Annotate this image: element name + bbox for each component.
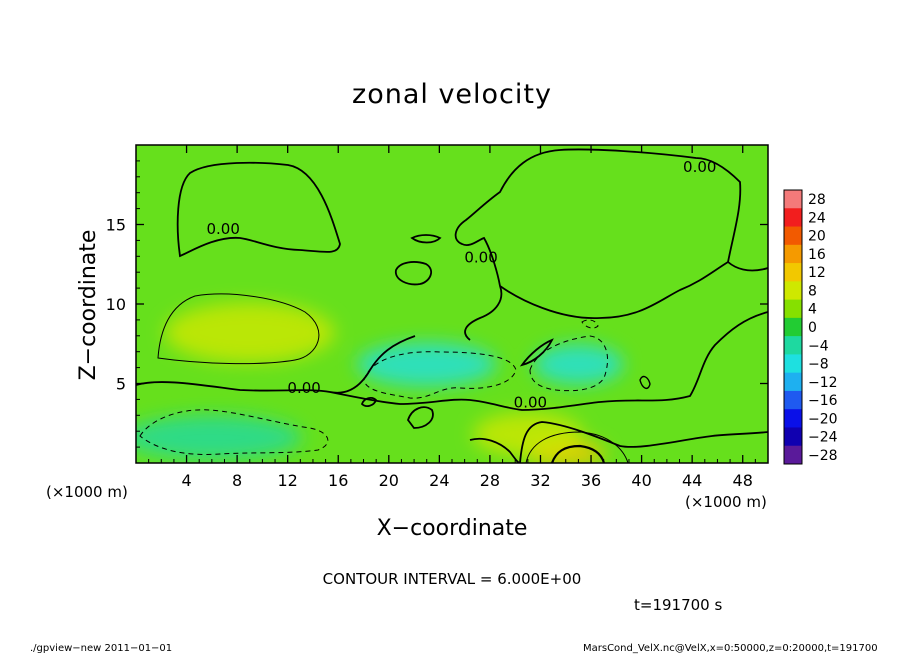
contour-label-0: 0.00: [207, 220, 240, 238]
x-tick-label: 40: [631, 471, 651, 490]
y-tick-label: 15: [106, 216, 126, 235]
source-info: MarsCond_VelX.nc@VelX,x=0:50000,z=0:2000…: [583, 643, 878, 654]
field-negative-bottomleft: [136, 415, 302, 460]
colorbar-label: 16: [808, 247, 826, 263]
colorbar-swatch: [784, 263, 802, 282]
y-axis-label: Z−coordinate: [76, 230, 101, 381]
colorbar-label: 8: [808, 283, 817, 299]
contour-zero-island-1: [395, 261, 433, 286]
x-axis-label: X−coordinate: [377, 516, 528, 541]
colorbar-swatch: [784, 336, 802, 355]
contour-zero-topleft: [176, 161, 341, 258]
contour-zero-upperright: [454, 148, 768, 341]
x-tick-label: 28: [480, 471, 500, 490]
colorbar-swatch: [784, 372, 802, 392]
contour-zero-midleft: [136, 311, 768, 411]
colorbar-label: −4: [808, 338, 829, 354]
colorbar-label: 28: [808, 192, 826, 208]
contour-label-4: 0.00: [514, 393, 547, 411]
colorbar-label: −12: [808, 375, 838, 391]
contour-zero-island-5: [406, 406, 434, 429]
colorbar-swatch: [784, 445, 802, 465]
contour-label-2: 0.00: [464, 249, 497, 267]
x-axis-unit-right: (×1000 m): [685, 493, 767, 511]
contour-neg-bottomleft: [139, 409, 329, 455]
x-tick-label: 20: [379, 471, 399, 490]
contour-pos-bottom: [550, 444, 606, 463]
field-positive-west: [164, 302, 335, 363]
contour-neg-midleft: [363, 351, 517, 399]
colorbar-label: −16: [808, 393, 838, 409]
colorbar-label: −24: [808, 430, 838, 446]
x-tick-label: 8: [232, 471, 242, 490]
contour-zero-small-right: [639, 375, 651, 390]
colorbar-swatch: [784, 208, 802, 228]
y-tick-label: 5: [116, 375, 126, 394]
contour-zero-island-3: [519, 338, 554, 367]
y-tick-label: 10: [106, 295, 126, 314]
colorbar-label: 20: [808, 229, 826, 245]
x-tick-label: 24: [429, 471, 449, 490]
colorbar-swatch: [784, 390, 802, 410]
colorbar-swatch: [784, 190, 802, 209]
contour-interval-text: CONTOUR INTERVAL = 6.000E+00: [323, 570, 582, 588]
colorbar-label: 24: [808, 210, 826, 226]
colorbar-swatch: [784, 409, 802, 428]
colorbar-label: −28: [808, 448, 838, 464]
colorbar-swatch: [784, 244, 802, 264]
field-positive-south: [472, 412, 583, 457]
colorbar-swatch: [784, 226, 802, 246]
colorbar-swatch: [784, 354, 802, 374]
colorbar-label: 12: [808, 265, 826, 281]
contour-zero-island-6: [469, 421, 768, 463]
colorbar-swatch: [784, 281, 802, 301]
x-tick-label: 48: [733, 471, 753, 490]
contour-label-1: 0.00: [683, 158, 716, 176]
contour-pos-bottom-inner: [525, 431, 629, 463]
contour-labels: 0.00 0.00 0.00 0.00 0.00: [207, 158, 717, 411]
x-tick-label: 36: [581, 471, 601, 490]
chart-title: zonal velocity: [352, 79, 552, 110]
y-axis: 5 10 15: [106, 160, 768, 448]
colorbar-label: 0: [808, 320, 817, 336]
x-axis: 4 8 12 16 20 24 28 32 36 40 44 48: [148, 145, 756, 490]
colorbar-frame: [783, 189, 803, 465]
x-tick-label: 44: [682, 471, 702, 490]
colorbar: 28 24 20 16 12 8 4 0 −4 −8 −12 −16 −20 −24 −28: [783, 189, 838, 465]
program-info: ./gpview−new 2011−01−01: [30, 643, 172, 654]
x-tick-label: 16: [328, 471, 348, 490]
x-tick-label: 4: [181, 471, 191, 490]
colorbar-label: −8: [808, 357, 829, 373]
contour-pos-west: [157, 293, 320, 365]
x-axis-unit-left: (×1000 m): [46, 483, 128, 501]
contour-lines: [136, 148, 768, 463]
colorbar-swatch: [784, 427, 802, 447]
field-negative-midright: [533, 344, 624, 385]
field-negative-midleft: [356, 342, 497, 387]
time-stamp: t=191700 s: [634, 596, 722, 614]
contour-zero-island-2: [410, 234, 442, 244]
colorbar-label: 4: [808, 302, 817, 318]
x-tick-label: 12: [278, 471, 298, 490]
contour-label-3: 0.00: [287, 379, 320, 397]
field-shading: [136, 302, 624, 463]
x-tick-label: 32: [530, 471, 550, 490]
colorbar-swatch: [784, 299, 802, 319]
contour-zero-island-4: [360, 397, 378, 407]
colorbar-label: −20: [808, 411, 838, 427]
contour-neg-small: [581, 319, 599, 329]
colorbar-swatch: [784, 317, 802, 337]
plot-area: 0.00 0.00 0.00 0.00 0.00: [136, 145, 768, 463]
